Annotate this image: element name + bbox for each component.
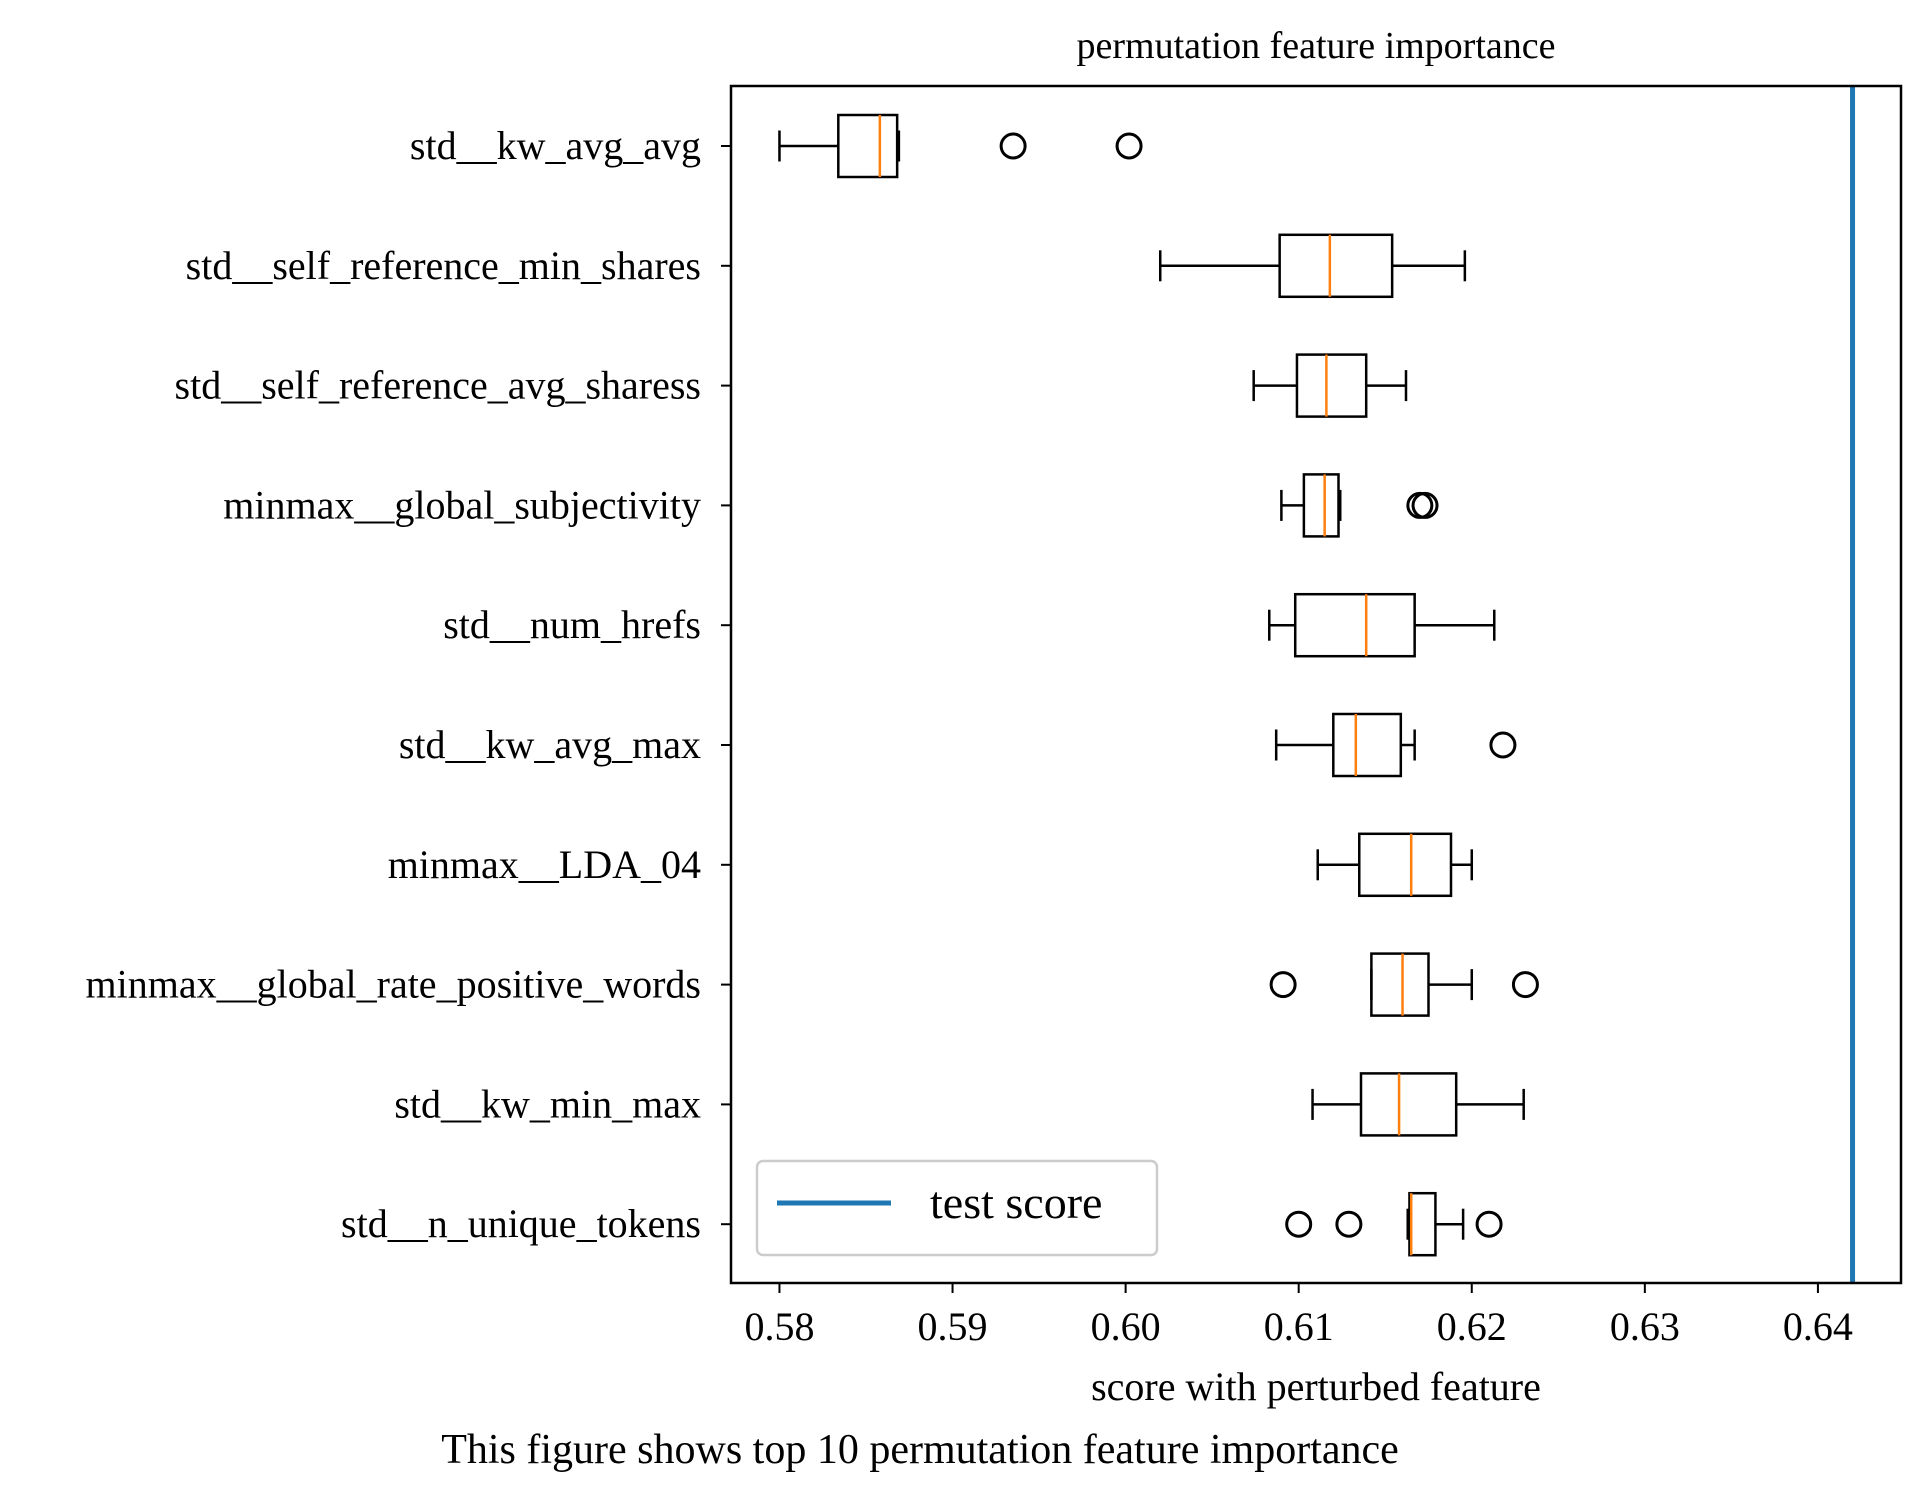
outlier-point: [1475, 1210, 1503, 1238]
iqr-box: [1359, 1072, 1458, 1137]
outlier-point: [999, 132, 1027, 160]
outlier-point: [1406, 491, 1434, 519]
iqr-box: [1295, 353, 1368, 418]
iqr-box: [837, 113, 899, 179]
iqr-box: [1332, 712, 1403, 778]
legend: test score: [755, 1159, 1159, 1257]
chart-title: permutation feature importance: [1076, 25, 1555, 67]
outlier-point: [1269, 971, 1297, 999]
y-tick-label: std__kw_avg_avg: [410, 123, 701, 168]
x-tick-label: 0.64: [1783, 1304, 1853, 1349]
box-std__kw_avg_max: [1274, 712, 1517, 778]
box-std__self_reference_avg_sharess: [1252, 353, 1408, 418]
iqr-box: [1302, 473, 1340, 538]
x-tick-label: 0.63: [1610, 1304, 1680, 1349]
box-std__num_hrefs: [1268, 592, 1496, 658]
y-tick-label: std__kw_min_max: [394, 1081, 701, 1126]
figure-caption: This figure shows top 10 permutation fea…: [441, 1427, 1399, 1473]
x-tick-label: 0.60: [1091, 1304, 1161, 1349]
y-tick-label: std__num_hrefs: [443, 602, 701, 647]
plot-frame: [729, 84, 1903, 1285]
plot-layer: [778, 86, 1856, 1283]
box-std__n_unique_tokens: [1285, 1191, 1503, 1257]
y-tick-label: std__n_unique_tokens: [341, 1201, 701, 1246]
box-minmax__global_rate_positive_words: [1269, 952, 1539, 1017]
x-axis-label: score with perturbed feature: [1091, 1364, 1541, 1409]
outlier-point: [1335, 1210, 1363, 1238]
y-tick-label: std__kw_avg_max: [399, 722, 701, 767]
y-tick-label: std__self_reference_min_shares: [186, 243, 701, 288]
box-std__kw_avg_avg: [778, 113, 1143, 179]
box-std__kw_min_max: [1311, 1072, 1525, 1137]
y-tick-label: minmax__global_subjectivity: [223, 482, 701, 527]
x-tick-label: 0.61: [1264, 1304, 1334, 1349]
iqr-box: [1358, 832, 1453, 898]
x-tick-label: 0.58: [744, 1304, 814, 1349]
axis-layer: std__kw_avg_avg std__self_reference_min_s…: [86, 123, 1853, 1349]
y-tick-label: minmax__global_rate_positive_words: [86, 962, 701, 1007]
y-tick-label: minmax__LDA_04: [388, 842, 701, 887]
outlier-point: [1285, 1210, 1313, 1238]
legend-label: test score: [930, 1177, 1102, 1228]
outlier-point: [1115, 132, 1143, 160]
box-std__self_reference_min_shares: [1158, 233, 1467, 299]
box-minmax__global_subjectivity: [1280, 473, 1439, 538]
iqr-box: [1278, 233, 1394, 299]
outlier-point: [1511, 971, 1539, 999]
outlier-point: [1489, 731, 1517, 759]
iqr-box: [1293, 592, 1416, 658]
outlier-point: [1411, 491, 1439, 519]
y-tick-label: std__self_reference_avg_sharess: [175, 363, 701, 408]
iqr-box: [1370, 952, 1430, 1017]
x-tick-label: 0.62: [1437, 1304, 1507, 1349]
x-tick-label: 0.59: [918, 1304, 988, 1349]
box-minmax__LDA_04: [1316, 832, 1474, 898]
iqr-box: [1408, 1191, 1437, 1257]
legend-frame: [755, 1159, 1159, 1257]
